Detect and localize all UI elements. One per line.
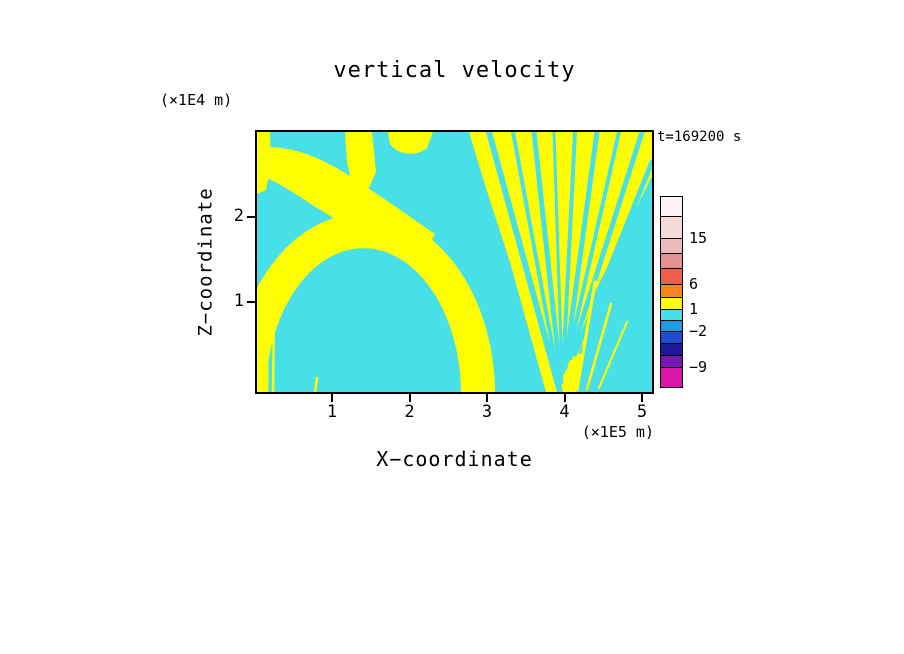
colorbar-segment (661, 239, 682, 254)
x-tick-mark (331, 394, 333, 402)
time-annotation: t=169200 s (657, 129, 742, 145)
y-axis-unit-label: (×1E4 m) (160, 91, 233, 109)
y-tick-label: 1 (233, 291, 244, 311)
colorbar-tick-label: −2 (689, 322, 708, 340)
colorbar-segment (661, 344, 682, 356)
colorbar-segment (661, 332, 682, 344)
colorbar-tick-label: 6 (689, 275, 699, 293)
colorbar-tick-label: −9 (689, 358, 708, 376)
colorbar-tick-label: 1 (689, 300, 699, 318)
colorbar-segment (661, 321, 682, 332)
plot-area (255, 130, 654, 394)
y-axis-title: Z−coordinate (190, 130, 222, 394)
x-tick-mark (641, 394, 643, 402)
colorbar-segment (661, 298, 682, 310)
colorbar (660, 196, 683, 388)
colorbar-segment (661, 285, 682, 298)
x-tick-mark (563, 394, 566, 402)
colorbar-segment (661, 310, 682, 321)
x-tick-label: 4 (559, 402, 570, 422)
chart-title: vertical velocity (333, 58, 576, 83)
colorbar-segment (661, 368, 682, 387)
y-tick-mark (247, 301, 255, 303)
x-tick-mark (408, 394, 411, 402)
x-tick-label: 3 (481, 402, 493, 422)
x-tick-mark (486, 394, 488, 402)
colorbar-segment (661, 269, 682, 285)
colorbar-segment (661, 197, 682, 217)
x-axis-title: X−coordinate (376, 447, 533, 471)
x-tick-label: 2 (404, 402, 415, 422)
y-axis-title-text: Z−coordinate (195, 187, 217, 337)
colorbar-segment (661, 254, 682, 269)
y-tick-label: 2 (233, 206, 244, 226)
colorbar-tick-label: 15 (689, 229, 708, 247)
x-axis-unit-label: (×1E5 m) (581, 423, 654, 441)
colorbar-segment (661, 356, 682, 368)
y-tick-mark (247, 216, 255, 218)
x-tick-label: 1 (326, 402, 338, 422)
colorbar-segment (661, 217, 682, 239)
velocity-field-svg (257, 132, 652, 392)
x-tick-label: 5 (636, 402, 648, 422)
